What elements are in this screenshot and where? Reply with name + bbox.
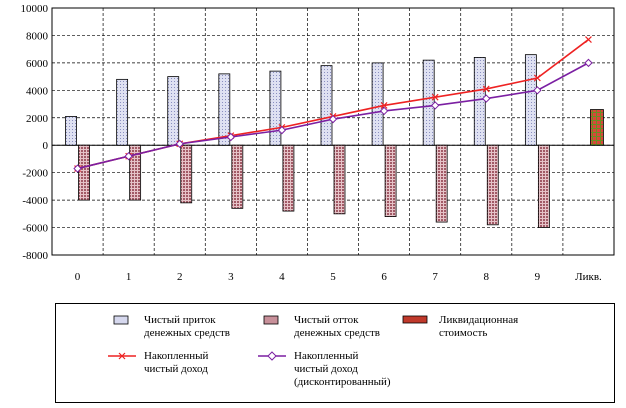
discounted-point xyxy=(482,94,491,103)
bar-inflow xyxy=(65,116,77,146)
bar-inflow xyxy=(167,76,180,146)
discounted-point xyxy=(379,106,389,116)
x-tick-label: 3 xyxy=(228,271,234,283)
bar-inflow xyxy=(320,65,333,146)
discounted-point xyxy=(277,125,287,135)
cumulative-point xyxy=(482,85,490,93)
plot-area xyxy=(51,7,615,256)
x-tick-label: 7 xyxy=(432,271,438,283)
bar-inflow xyxy=(116,78,129,146)
bar-inflow xyxy=(473,57,486,146)
y-tick-label: -4000 xyxy=(22,195,48,207)
legend-item-cumulative: Накопленный чистый доход xyxy=(106,350,208,376)
discounted-point xyxy=(533,86,542,95)
x-tick-label: 2 xyxy=(177,271,183,283)
bar-outflow xyxy=(282,144,295,212)
legend-label-liquidation: Ликвидационная стоимость xyxy=(439,314,519,339)
x-tick-label: 9 xyxy=(535,271,541,283)
y-tick-label: 6000 xyxy=(26,58,49,70)
bar-inflow xyxy=(218,73,231,146)
bar-outflow xyxy=(435,144,448,223)
bar-outflow xyxy=(231,144,244,209)
discounted-point xyxy=(124,151,133,161)
legend-label-discounted: Накопленный чистый доход (дисконтированн… xyxy=(294,350,391,388)
y-tick-label: 2000 xyxy=(26,113,49,125)
cumulative-point xyxy=(533,74,541,82)
bar-outflow xyxy=(129,144,142,201)
bar-inflow xyxy=(422,59,435,146)
legend-swatch-cumulative xyxy=(106,350,138,362)
bar-outflow xyxy=(486,144,499,226)
legend-label-inflow: Чистый приток денежных средств xyxy=(144,314,230,339)
discounted-point xyxy=(584,58,593,68)
y-tick-label: 4000 xyxy=(26,85,49,97)
legend-item-outflow: Чистый отток денежных средств xyxy=(256,314,380,340)
x-tick-label: 5 xyxy=(330,271,336,283)
legend-label-cumulative: Накопленный чистый доход xyxy=(144,350,209,375)
bar-outflow xyxy=(537,144,550,228)
discounted-point xyxy=(175,139,184,149)
x-tick-label: 0 xyxy=(75,271,81,283)
legend-label-outflow: Чистый отток денежных средств xyxy=(294,314,380,339)
cumulative-point xyxy=(585,36,592,43)
x-tick-label: 8 xyxy=(484,271,490,283)
cumulative-point xyxy=(380,102,388,109)
discounted-point xyxy=(226,132,236,142)
discounted-point xyxy=(328,114,338,124)
bar-inflow xyxy=(524,54,537,146)
legend-swatch-outflow xyxy=(256,314,288,326)
bar-outflow xyxy=(384,144,397,217)
x-tick-label: 6 xyxy=(381,271,387,283)
discounted-point xyxy=(73,164,82,173)
y-tick-label: 8000 xyxy=(26,30,49,42)
legend-item-discounted: Накопленный чистый доход (дисконтированн… xyxy=(256,350,391,389)
discounted-point xyxy=(430,101,440,110)
y-tick-label: -6000 xyxy=(22,223,48,235)
x-tick-label: Ликв. xyxy=(575,271,602,283)
cumulative-point xyxy=(431,93,439,101)
y-tick-label: 10000 xyxy=(21,3,49,15)
bar-liquidation xyxy=(590,109,604,146)
chart-plot: 10000 8000 6000 4000 2000 0 -2000 -4000 -6000 -80… xyxy=(21,3,615,283)
chart-legend: Чистый приток денежных средств Чистый от… xyxy=(55,303,615,403)
x-tick-label: 1 xyxy=(126,271,132,283)
y-tick-label: 0 xyxy=(43,140,49,152)
legend-swatch-liquidation xyxy=(401,314,433,326)
y-tick-label: -8000 xyxy=(22,250,48,262)
legend-swatch-inflow xyxy=(106,314,138,326)
bar-inflow xyxy=(371,62,384,146)
bar-outflow xyxy=(78,144,90,201)
legend-item-liquidation: Ликвидационная стоимость xyxy=(401,314,518,340)
bar-outflow xyxy=(180,144,193,204)
x-tick-label: 4 xyxy=(279,271,285,283)
bar-inflow xyxy=(269,70,282,146)
legend-item-inflow: Чистый приток денежных средств xyxy=(106,314,230,340)
legend-swatch-discounted xyxy=(256,350,288,362)
bar-outflow xyxy=(333,144,346,215)
y-tick-label: -2000 xyxy=(22,168,48,180)
